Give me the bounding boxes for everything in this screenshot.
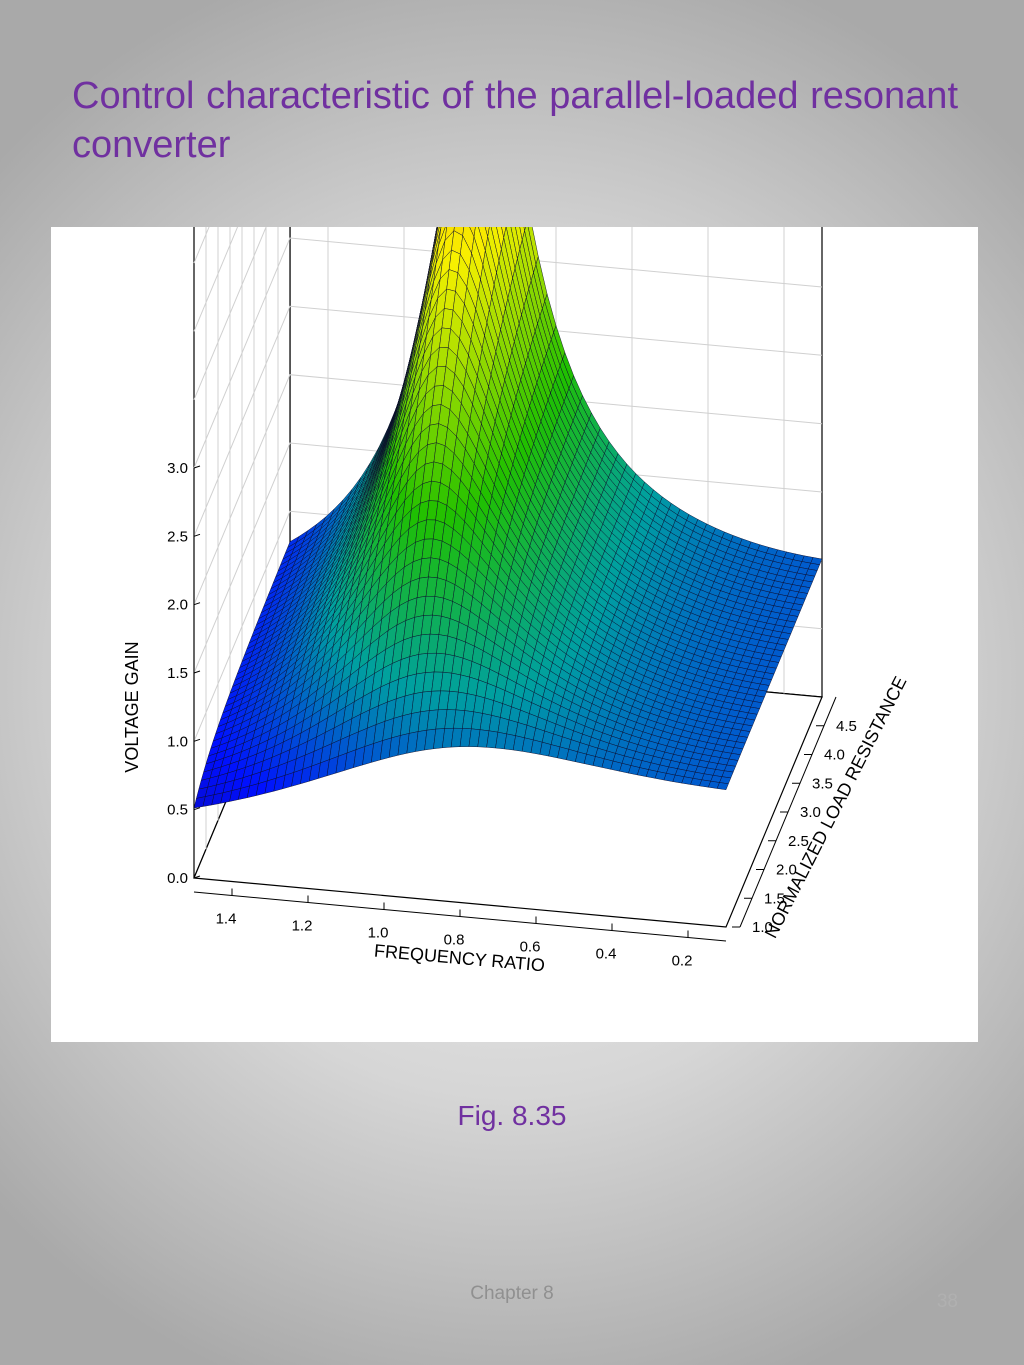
z-axis-label: VOLTAGE GAIN <box>122 641 142 772</box>
y-axis-tick-label: 3.5 <box>812 775 833 792</box>
y-axis-tick-label: 1.0 <box>752 919 773 936</box>
x-axis: 1.4 1.2 1.0 0.8 0.6 0.4 0.2 <box>193 888 727 970</box>
grid-line <box>193 374 823 605</box>
x-axis-tick-label: 1.0 <box>368 925 389 942</box>
figure-caption: Fig. 8.35 <box>457 1100 567 1131</box>
grid-line <box>193 227 267 400</box>
surface-mesh <box>193 227 823 809</box>
x-axis-tick-label: 1.4 <box>216 911 237 928</box>
z-axis-tick-label: 0.0 <box>167 870 188 887</box>
z-axis-tick <box>193 602 201 606</box>
z-axis-tick-label: 2.5 <box>167 528 188 545</box>
x-axis-tick-label: 0.6 <box>520 939 541 956</box>
grid-line <box>193 237 823 469</box>
x-axis-tick-label: 1.2 <box>292 918 313 935</box>
surface-chart: 1.4 1.2 1.0 0.8 0.6 0.4 0.2 1.0 1.5 2.0 2.5 3.0 3.5… <box>122 227 911 975</box>
y-axis-tick-label: 4.5 <box>836 718 857 735</box>
z-axis-tick-label: 1.5 <box>167 665 188 682</box>
chart-panel: 1.4 1.2 1.0 0.8 0.6 0.4 0.2 1.0 1.5 2.0 2.5 3.0 3.5… <box>51 227 978 1042</box>
z-axis-tick-label: 0.5 <box>167 802 188 819</box>
surface-cell <box>501 227 507 238</box>
surface-cell <box>716 782 729 790</box>
y-axis: 1.0 1.5 2.0 2.5 3.0 3.5 4.0 4.5 <box>732 696 857 936</box>
page-number: 38 <box>936 1291 958 1312</box>
grid-line <box>193 442 823 674</box>
z-axis-tick-label: 2.0 <box>167 597 188 614</box>
z-axis-tick <box>193 807 201 811</box>
y-axis-tick-label: 4.0 <box>824 747 845 764</box>
x-axis-tick-label: 0.2 <box>672 953 693 970</box>
grid-line <box>193 305 823 537</box>
z-axis-tick <box>193 465 201 469</box>
y-axis-tick-label: 2.5 <box>788 833 809 850</box>
slide-title: Control characteristic of the parallel-l… <box>72 75 958 166</box>
z-axis-tick-label: 1.0 <box>167 733 188 750</box>
x-axis-tick-label: 0.8 <box>444 932 465 949</box>
z-axis: 0.0 0.5 1.0 1.5 2.0 2.5 3.0 <box>167 460 201 887</box>
footer-chapter: Chapter 8 <box>470 1283 554 1304</box>
grid-line <box>193 227 239 332</box>
z-axis-tick <box>193 875 201 879</box>
x-axis-tick-label: 0.4 <box>596 946 617 963</box>
z-axis-tick <box>193 738 201 742</box>
y-axis-tick-label: 3.0 <box>800 804 821 821</box>
z-axis-tick <box>193 670 201 674</box>
y-axis-tick-label: 1.5 <box>764 890 785 907</box>
z-axis-tick-label: 3.0 <box>167 460 188 477</box>
z-axis-tick <box>193 533 201 537</box>
y-axis-tick-label: 2.0 <box>776 862 797 879</box>
surface-cell <box>484 227 490 237</box>
